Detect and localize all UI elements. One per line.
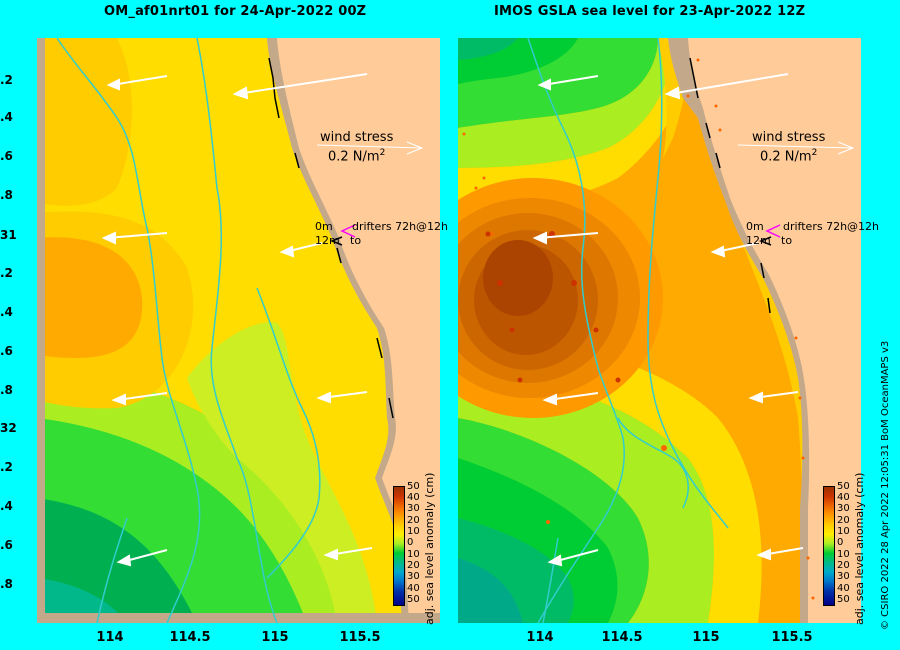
right-colorbar — [823, 486, 835, 606]
y-tick: .4 — [0, 110, 13, 124]
y-tick: 32 — [0, 421, 17, 435]
colorbar-label: 10 — [407, 526, 420, 537]
y-tick: .6 — [0, 344, 13, 358]
colorbar-label: 50 — [837, 594, 850, 605]
colorbar-label: 20 — [407, 515, 420, 526]
y-tick: .2 — [0, 460, 13, 474]
colorbar-label: 10 — [837, 549, 850, 560]
right-colorbar-title: adj. sea level anomaly (cm) — [853, 472, 866, 625]
y-tick: .6 — [0, 538, 13, 552]
colorbar-label: 40 — [837, 583, 850, 594]
x-tick-left: 114 — [96, 630, 124, 645]
left-depth-12-suffix: to — [350, 234, 362, 247]
colorbar-label: 40 — [837, 492, 850, 503]
y-tick: .2 — [0, 266, 13, 280]
y-tick: .6 — [0, 149, 13, 163]
x-tick-right: 114 — [526, 630, 554, 645]
right-panel-title: IMOS GSLA sea level for 23-Apr-2022 12Z — [494, 4, 806, 19]
colorbar-label: 50 — [407, 594, 420, 605]
colorbar-label: 30 — [407, 503, 420, 514]
right-depth-12-label: 12m — [746, 234, 771, 247]
copyright-text: © CSIRO 2022 28 Apr 2022 12:05:31 BoM Oc… — [880, 340, 891, 630]
left-panel-title: OM_af01nrt01 for 24-Apr-2022 00Z — [104, 4, 367, 19]
colorbar-label: 30 — [407, 571, 420, 582]
colorbar-label: 40 — [407, 583, 420, 594]
right-depth-12-suffix: to — [781, 234, 793, 247]
left-drifters-label: drifters 72h@12h — [352, 220, 449, 233]
right-wind-stress-label: wind stress — [752, 130, 826, 145]
x-tick-left: 115.5 — [339, 630, 381, 645]
colorbar-label: 10 — [407, 549, 420, 560]
left-colorbar — [393, 486, 405, 606]
left-colorbar-title: adj. sea level anomaly (cm) — [423, 472, 436, 625]
right-map-panel — [458, 38, 861, 623]
y-tick: .4 — [0, 305, 13, 319]
y-tick: .8 — [0, 188, 13, 202]
y-tick: .4 — [0, 499, 13, 513]
left-wind-stress-value: 0.2 N/m2 — [328, 148, 386, 165]
x-tick-right: 115 — [692, 630, 720, 645]
colorbar-label: 40 — [407, 492, 420, 503]
colorbar-label: 10 — [837, 526, 850, 537]
colorbar-label: 20 — [407, 560, 420, 571]
colorbar-label: 20 — [837, 560, 850, 571]
colorbar-label: 0 — [837, 537, 844, 548]
colorbar-label: 30 — [837, 503, 850, 514]
colorbar-label: 20 — [837, 515, 850, 526]
left-depth-12-label: 12m — [315, 234, 340, 247]
right-depth-0-label: 0m — [746, 220, 764, 233]
colorbar-label: 50 — [407, 481, 420, 492]
colorbar-label: 0 — [407, 537, 414, 548]
left-wind-stress-label: wind stress — [320, 130, 394, 145]
y-tick: .8 — [0, 383, 13, 397]
x-tick-left: 115 — [261, 630, 289, 645]
colorbar-label: 50 — [837, 481, 850, 492]
y-tick: .8 — [0, 577, 13, 591]
x-tick-right: 115.5 — [771, 630, 813, 645]
right-wind-stress-value: 0.2 N/m2 — [760, 148, 818, 165]
y-tick: .2 — [0, 73, 13, 87]
left-map-panel — [37, 38, 440, 623]
x-tick-left: 114.5 — [169, 630, 211, 645]
y-tick: 31 — [0, 228, 17, 242]
colorbar-label: 30 — [837, 571, 850, 582]
x-tick-right: 114.5 — [601, 630, 643, 645]
right-drifters-label: drifters 72h@12h — [783, 220, 880, 233]
left-depth-0-label: 0m — [315, 220, 333, 233]
